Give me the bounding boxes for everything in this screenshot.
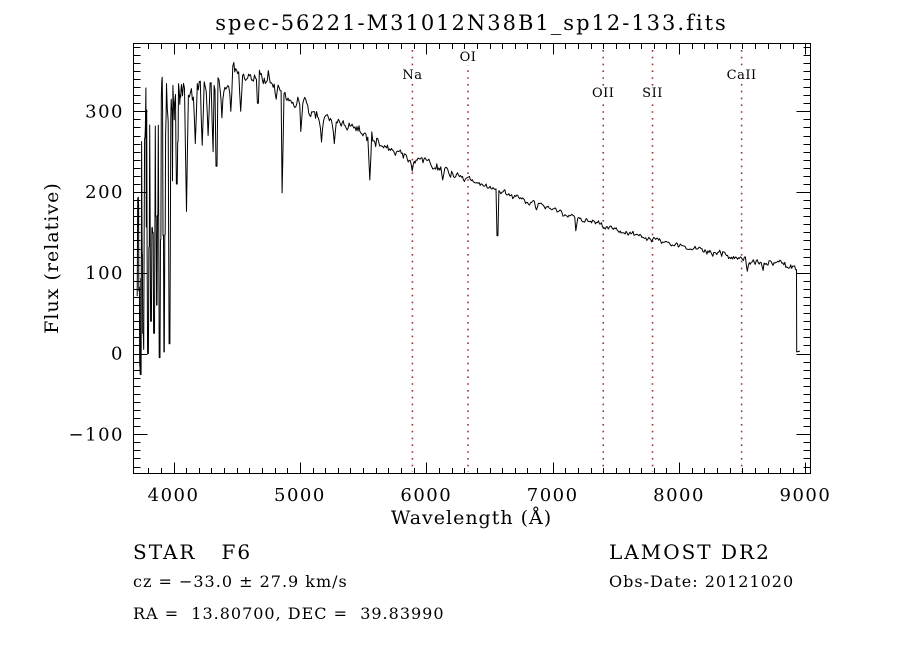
spectral-line-label-CaII: CaII — [724, 68, 759, 83]
y-tick-label: 200 — [85, 182, 124, 203]
x-tick-label: 8000 — [653, 485, 705, 506]
spectral-line-label-OI: OI — [457, 50, 479, 65]
x-tick-label: 6000 — [400, 485, 452, 506]
spectral-line-label-OII: OII — [590, 86, 617, 101]
ra-dec-value: RA = 13.80700, DEC = 39.83990 — [133, 604, 445, 623]
spectral-line-label-SII: SII — [640, 86, 665, 101]
x-tick-label: 5000 — [274, 485, 326, 506]
cz-value: cz = −33.0 ± 27.9 km/s — [133, 572, 348, 591]
x-tick-label: 4000 — [148, 485, 200, 506]
plot-frame — [133, 43, 811, 474]
spectral-line-label-Na: Na — [400, 68, 425, 83]
x-tick-label: 9000 — [780, 485, 832, 506]
y-tick-label: 300 — [85, 101, 124, 122]
x-axis-label: Wavelength (Å) — [390, 507, 553, 529]
y-tick-label: −100 — [69, 424, 124, 445]
x-tick-label: 7000 — [527, 485, 579, 506]
survey-label: LAMOST DR2 — [609, 540, 771, 564]
y-tick-label: 100 — [85, 263, 124, 284]
object-class-label: STAR F6 — [133, 540, 253, 564]
y-axis-label: Flux (relative) — [41, 182, 63, 334]
obs-date-value: Obs-Date: 20121020 — [609, 572, 795, 591]
y-tick-label: 0 — [111, 344, 124, 365]
spectrum-trace — [136, 62, 801, 375]
plot-title: spec-56221-M31012N38B1_sp12-133.fits — [215, 11, 728, 35]
axis-ticks — [133, 43, 811, 474]
